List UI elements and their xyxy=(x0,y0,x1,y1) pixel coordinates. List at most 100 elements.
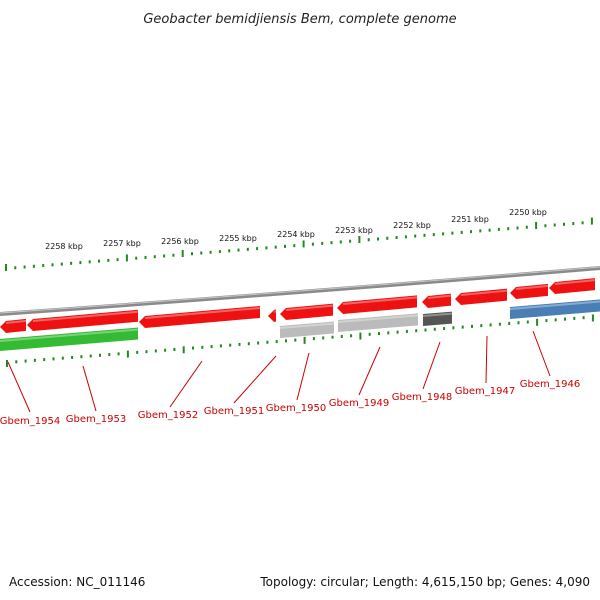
upper-tick xyxy=(311,242,314,246)
lower-tick xyxy=(52,357,55,361)
upper-tick xyxy=(349,239,352,243)
gene-feature-gbem-1954 xyxy=(0,318,26,333)
lower-tick xyxy=(489,323,492,327)
gene-leader-line xyxy=(82,365,97,412)
upper-tick xyxy=(144,255,147,259)
upper-tick xyxy=(125,254,128,262)
lower-tick xyxy=(61,356,64,360)
upper-tick xyxy=(209,250,212,254)
gene-feature-gbem-1949 xyxy=(337,295,417,314)
lower-tick xyxy=(331,335,334,339)
pseudo-feature-dark-shine xyxy=(422,312,453,317)
lower-tick xyxy=(294,338,297,342)
rna-feature-blue-shine xyxy=(509,300,600,310)
lower-tick xyxy=(145,350,148,354)
lower-tick xyxy=(229,343,232,347)
lower-tick xyxy=(247,342,250,346)
upper-tick xyxy=(377,237,379,241)
upper-tick xyxy=(32,264,35,268)
upper-tick xyxy=(581,221,584,225)
lower-tick xyxy=(526,320,529,324)
gene-feature-gbem-1946b-shine xyxy=(554,279,596,285)
lower-tick xyxy=(415,329,418,333)
pseudo-feature-light-a xyxy=(280,321,334,338)
upper-tick xyxy=(51,263,54,267)
upper-tick xyxy=(246,247,249,251)
lower-tick xyxy=(461,325,464,329)
upper-tick-dots xyxy=(5,217,593,271)
upper-tick xyxy=(163,254,166,258)
upper-tick xyxy=(460,230,463,234)
gene-label: Gbem_1954 xyxy=(0,416,60,427)
upper-tick xyxy=(507,227,510,231)
upper-tick xyxy=(367,238,370,242)
upper-tick xyxy=(590,217,593,225)
upper-tick xyxy=(70,261,73,265)
scale-tick-label: 2250 kbp xyxy=(509,208,547,217)
upper-tick xyxy=(339,240,342,244)
gene-leader-line xyxy=(422,341,441,390)
upper-tick xyxy=(572,222,575,226)
upper-tick xyxy=(23,265,26,269)
lower-tick xyxy=(591,314,594,322)
lower-tick xyxy=(443,327,446,331)
upper-tick xyxy=(544,224,547,228)
lower-tick xyxy=(433,327,436,331)
upper-tick xyxy=(358,235,361,243)
lower-tick xyxy=(182,346,185,354)
gene-feature-gbem-1948 xyxy=(422,293,451,308)
lower-tick xyxy=(117,352,120,356)
scale-tick-label: 2252 kbp xyxy=(393,221,431,230)
upper-tick xyxy=(404,235,407,239)
gene-feature-gbem-1948-shine xyxy=(427,294,452,299)
lower-tick xyxy=(6,360,8,367)
upper-tick xyxy=(256,247,259,251)
gene-feature-gbem-1950-shine xyxy=(285,304,334,311)
upper-tick xyxy=(535,221,538,229)
upper-tick xyxy=(497,227,500,231)
lower-tick xyxy=(480,324,483,328)
gene-feature-gbem-1952 xyxy=(139,305,260,328)
upper-tick xyxy=(181,249,184,257)
upper-tick xyxy=(330,241,333,245)
upper-tick xyxy=(488,228,491,232)
gene-feature-gbem-1952-shine xyxy=(144,306,261,319)
upper-tick xyxy=(107,258,110,262)
lower-tick xyxy=(536,318,539,326)
lower-tick xyxy=(15,360,18,364)
scale-tick-label: 2255 kbp xyxy=(219,234,257,243)
gene-features xyxy=(0,278,600,351)
gene-feature-gbem-1949-shine xyxy=(342,296,418,305)
lower-tick xyxy=(471,324,473,328)
gene-feature-gbem-1947 xyxy=(455,288,507,305)
upper-tick xyxy=(386,236,389,240)
gene-feature-gbem-1951-shine xyxy=(273,310,277,313)
lower-tick xyxy=(368,332,371,336)
lower-tick xyxy=(285,339,287,343)
lower-tick xyxy=(173,347,176,351)
upper-tick xyxy=(265,246,268,250)
gene-label: Gbem_1948 xyxy=(392,392,452,403)
gene-label: Gbem_1946 xyxy=(520,379,580,390)
lower-tick xyxy=(89,354,92,358)
gene-label: Gbem_1949 xyxy=(329,398,389,409)
lower-tick xyxy=(405,329,408,333)
lower-tick xyxy=(350,334,353,338)
upper-tick xyxy=(432,233,435,237)
map-title: Geobacter bemidjiensis Bem, complete gen… xyxy=(143,12,456,27)
lower-tick xyxy=(201,345,204,349)
lower-tick xyxy=(498,322,501,326)
gene-feature-gbem-1946b xyxy=(549,278,595,294)
gene-leader-line xyxy=(532,330,551,377)
lower-tick xyxy=(554,318,557,322)
lower-tick xyxy=(210,345,213,349)
reverse-feature-green-shine xyxy=(0,328,139,342)
lower-tick xyxy=(257,341,260,345)
lower-tick xyxy=(33,358,36,362)
gene-label: Gbem_1950 xyxy=(266,403,326,414)
upper-tick xyxy=(42,264,45,268)
gene-leader-line xyxy=(169,360,203,408)
upper-tick xyxy=(88,260,91,264)
gene-leader-line xyxy=(358,346,381,396)
